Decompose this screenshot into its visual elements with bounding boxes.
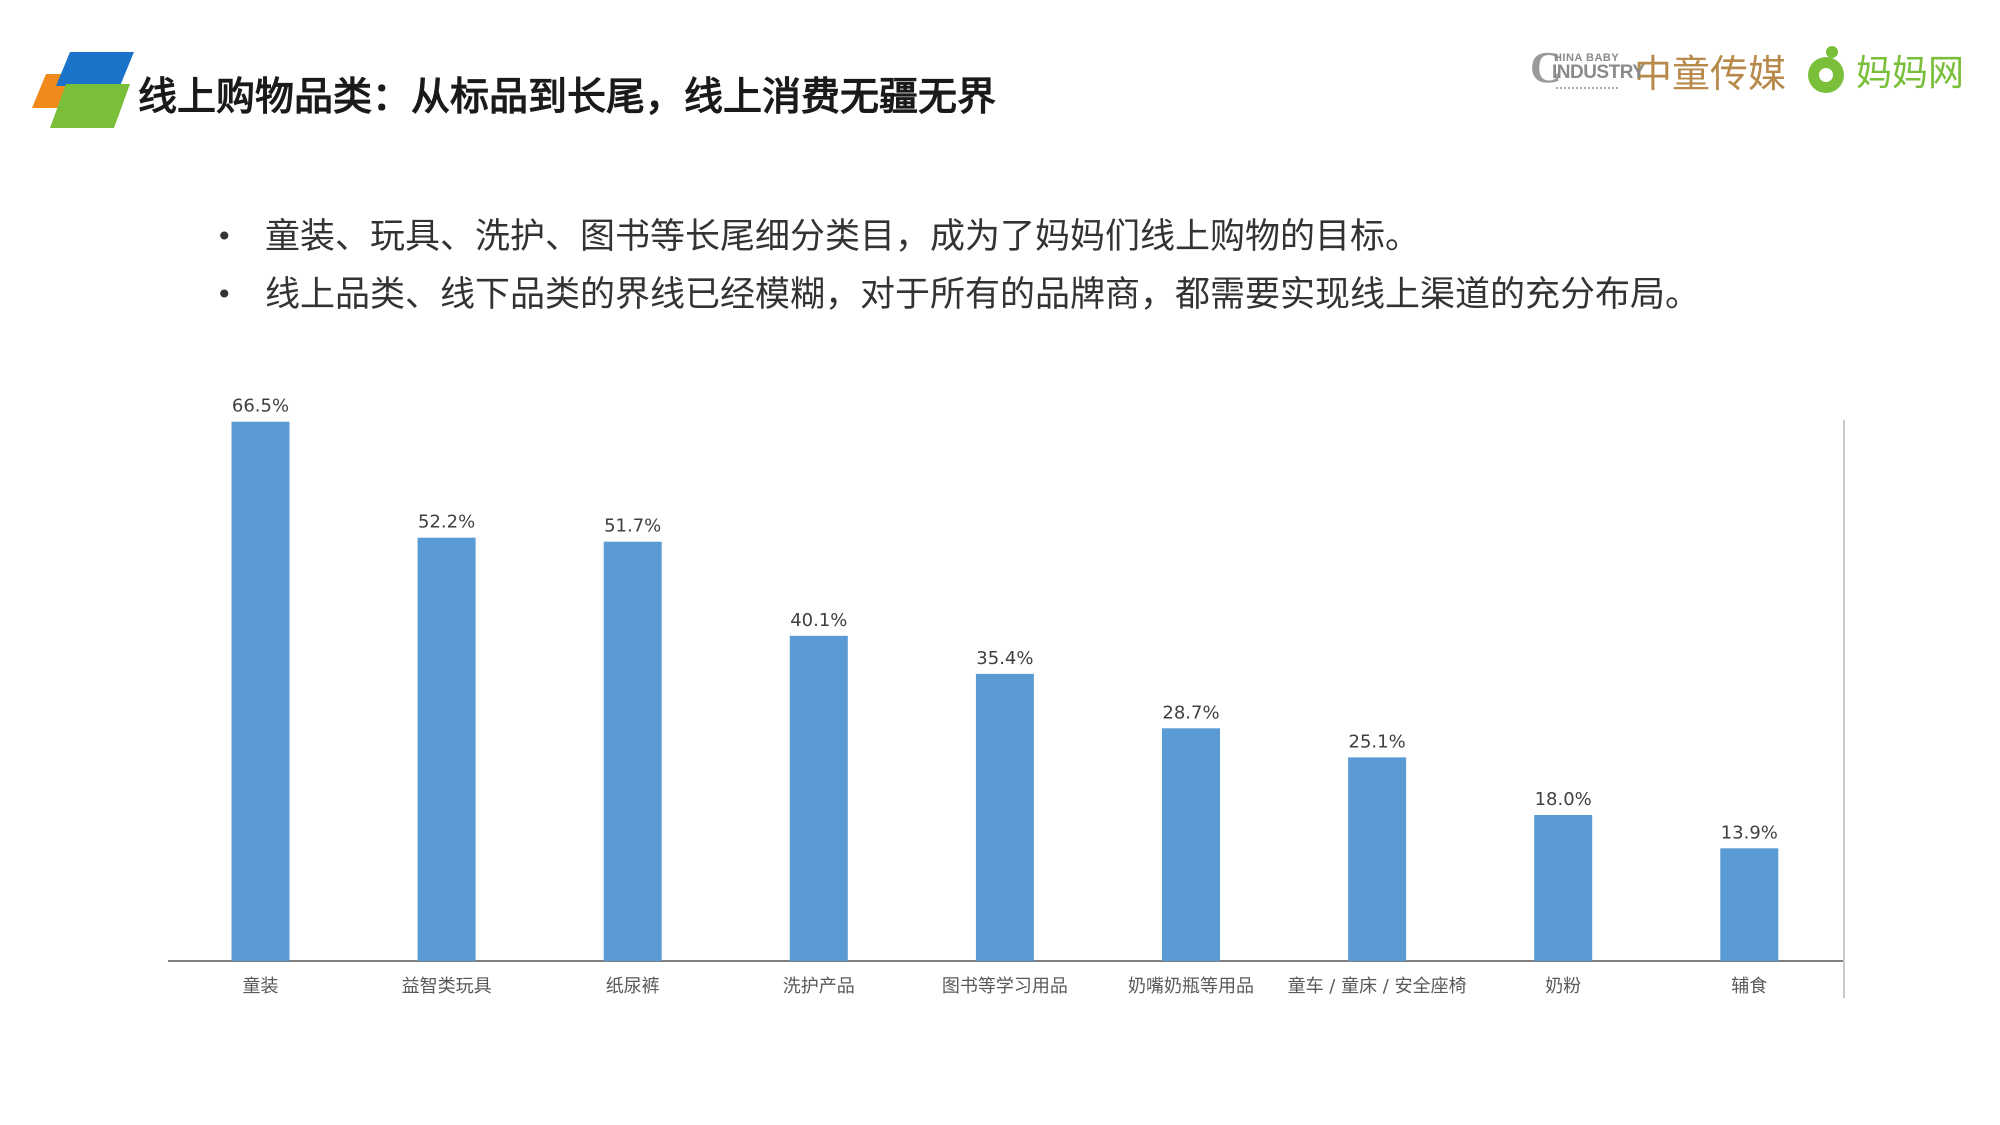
category-label-7: 童车 / 童床 / 安全座椅: [1288, 976, 1467, 997]
category-label-5: 图书等学习用品: [942, 976, 1068, 997]
value-label-2: 52.2%: [418, 512, 475, 533]
bullet-list: • 童装、玩具、洗护、图书等长尾细分类目，成为了妈妈们线上购物的目标。 • 线上…: [210, 208, 1700, 324]
bar-1: [231, 421, 290, 961]
category-label-9: 辅食: [1731, 976, 1767, 997]
bullet-item: • 童装、玩具、洗护、图书等长尾细分类目，成为了妈妈们线上购物的目标。: [210, 208, 1700, 266]
category-label-2: 益智类玩具: [402, 976, 492, 997]
logo-green-shape: [50, 84, 130, 128]
cib-dots-divider: [1555, 87, 1618, 89]
bar-2: [417, 537, 476, 961]
bar-8: [1534, 815, 1593, 961]
brand-area: C HINA BABY INDUSTRY 中童传媒 妈妈网: [1530, 40, 1964, 100]
category-label-3: 纸尿裤: [606, 976, 660, 997]
category-label-4: 洗护产品: [783, 976, 855, 997]
value-label-7: 25.1%: [1349, 731, 1406, 752]
bullet-dot: •: [216, 278, 233, 311]
bars-group: [231, 421, 1779, 961]
value-label-9: 13.9%: [1721, 822, 1778, 843]
bar-6: [1162, 728, 1220, 961]
cib-letter: C: [1529, 43, 1562, 92]
cib-bottom-text: INDUSTRY: [1551, 62, 1645, 83]
value-label-6: 28.7%: [1162, 702, 1219, 723]
bar-5: [975, 673, 1034, 961]
bar-4: [789, 635, 848, 961]
zhongtong-brand-text: 中童传媒: [1633, 51, 1786, 96]
bar-7: [1348, 757, 1407, 961]
page-title: 线上购物品类：从标品到长尾，线上消费无疆无界: [138, 75, 997, 120]
category-label-8: 奶粉: [1545, 976, 1581, 997]
bar-3: [603, 541, 662, 961]
category-labels-group: 童装 益智类玩具 纸尿裤 洗护产品 图书等学习用品 奶嘴奶瓶等用品 童车 / 童床 / 安全…: [243, 976, 1768, 997]
china-baby-industry-logo: C HINA BABY INDUSTRY: [1530, 43, 1645, 94]
mama-logo-icon: [1807, 46, 1844, 93]
bullet-item: • 线上品类、线下品类的界线已经模糊，对于所有的品牌商，都需要实现线上渠道的充分…: [210, 266, 1700, 324]
bar-9: [1720, 848, 1779, 961]
mama-brand-text: 妈妈网: [1855, 53, 1964, 94]
bullet-text: 童装、玩具、洗护、图书等长尾细分类目，成为了妈妈们线上购物的目标。: [265, 217, 1421, 257]
title-logo-icon: [32, 52, 134, 128]
value-label-5: 35.4%: [976, 648, 1033, 669]
value-label-4: 40.1%: [790, 610, 847, 631]
bullet-text: 线上品类、线下品类的界线已经模糊，对于所有的品牌商，都需要实现线上渠道的充分布局…: [265, 275, 1701, 315]
logo-blue-shape: [56, 52, 134, 86]
value-label-8: 18.0%: [1535, 789, 1592, 810]
cib-top-text: HINA BABY: [1553, 52, 1620, 64]
value-label-3: 51.7%: [604, 516, 661, 537]
bullet-dot: •: [216, 220, 233, 253]
category-label-1: 童装: [243, 976, 279, 997]
value-labels-group: 66.5% 52.2% 51.7% 40.1% 35.4% 28.7% 25.1% 18.0%…: [232, 396, 1778, 844]
category-label-6: 奶嘴奶瓶等用品: [1128, 976, 1254, 997]
value-label-1: 66.5%: [232, 396, 289, 417]
